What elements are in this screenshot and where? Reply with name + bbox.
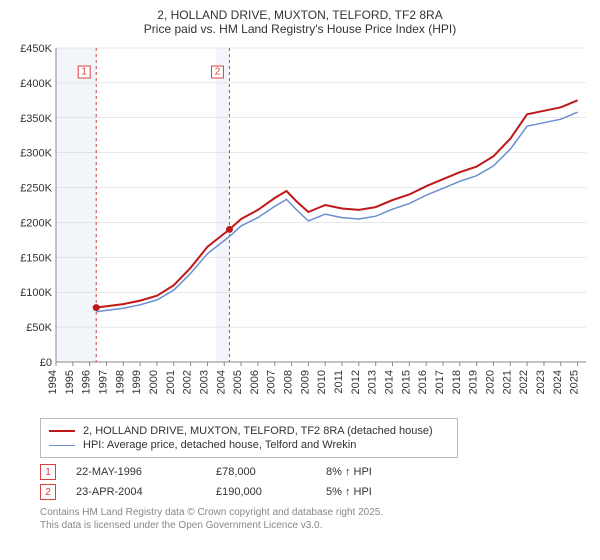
- svg-text:£100K: £100K: [20, 287, 52, 299]
- svg-text:2007: 2007: [266, 370, 278, 394]
- svg-text:2000: 2000: [148, 370, 160, 394]
- footer-line: This data is licensed under the Open Gov…: [40, 519, 592, 532]
- svg-text:2004: 2004: [215, 370, 227, 394]
- svg-text:2012: 2012: [350, 370, 362, 394]
- legend-swatch-blue: [49, 445, 75, 446]
- svg-text:2006: 2006: [249, 370, 261, 394]
- svg-text:2002: 2002: [182, 370, 194, 394]
- svg-text:£350K: £350K: [20, 113, 52, 125]
- svg-text:2013: 2013: [367, 370, 379, 394]
- footer-attribution: Contains HM Land Registry data © Crown c…: [40, 506, 592, 532]
- event-row: 1 22-MAY-1996 £78,000 8% ↑ HPI: [40, 464, 592, 480]
- chart-title-subtitle: Price paid vs. HM Land Registry's House …: [8, 22, 592, 36]
- event-marker-icon: 2: [40, 484, 56, 500]
- svg-text:£150K: £150K: [20, 252, 52, 264]
- svg-text:1995: 1995: [64, 370, 76, 394]
- event-row: 2 23-APR-2004 £190,000 5% ↑ HPI: [40, 484, 592, 500]
- event-date: 23-APR-2004: [76, 486, 196, 498]
- svg-text:2015: 2015: [400, 370, 412, 394]
- svg-text:2024: 2024: [552, 370, 564, 394]
- svg-text:2016: 2016: [417, 370, 429, 394]
- legend-item-hpi: HPI: Average price, detached house, Telf…: [49, 439, 449, 451]
- svg-text:1996: 1996: [81, 370, 93, 394]
- svg-text:£50K: £50K: [26, 322, 52, 334]
- svg-text:£300K: £300K: [20, 148, 52, 160]
- svg-text:£450K: £450K: [20, 43, 52, 55]
- svg-text:2025: 2025: [569, 370, 581, 394]
- event-price: £78,000: [216, 466, 306, 478]
- legend-label: 2, HOLLAND DRIVE, MUXTON, TELFORD, TF2 8…: [83, 425, 433, 437]
- legend: 2, HOLLAND DRIVE, MUXTON, TELFORD, TF2 8…: [40, 418, 458, 458]
- event-marker-icon: 1: [40, 464, 56, 480]
- svg-text:1998: 1998: [114, 370, 126, 394]
- svg-text:2014: 2014: [384, 370, 396, 394]
- svg-text:2010: 2010: [316, 370, 328, 394]
- svg-text:2019: 2019: [468, 370, 480, 394]
- svg-text:£400K: £400K: [20, 78, 52, 90]
- svg-text:2020: 2020: [484, 370, 496, 394]
- event-price: £190,000: [216, 486, 306, 498]
- svg-text:1999: 1999: [131, 370, 143, 394]
- legend-label: HPI: Average price, detached house, Telf…: [83, 439, 356, 451]
- svg-text:2023: 2023: [535, 370, 547, 394]
- line-chart-svg: £0 £50K £100K £150K £200K £250K £300K £350K £400…: [8, 42, 592, 412]
- chart-area: £0 £50K £100K £150K £200K £250K £300K £350K £400…: [8, 42, 592, 412]
- footer-line: Contains HM Land Registry data © Crown c…: [40, 506, 592, 519]
- svg-text:1: 1: [81, 67, 87, 78]
- svg-text:1997: 1997: [97, 370, 109, 394]
- svg-text:2: 2: [215, 67, 221, 78]
- svg-text:2009: 2009: [299, 370, 311, 394]
- svg-text:2005: 2005: [232, 370, 244, 394]
- svg-text:2003: 2003: [198, 370, 210, 394]
- chart-title-block: 2, HOLLAND DRIVE, MUXTON, TELFORD, TF2 8…: [8, 8, 592, 36]
- svg-text:2011: 2011: [333, 370, 345, 394]
- event-date: 22-MAY-1996: [76, 466, 196, 478]
- svg-text:£250K: £250K: [20, 183, 52, 195]
- svg-text:2022: 2022: [518, 370, 530, 394]
- legend-swatch-red: [49, 430, 75, 432]
- svg-text:2021: 2021: [501, 370, 513, 394]
- svg-text:2001: 2001: [165, 370, 177, 394]
- svg-text:1994: 1994: [47, 370, 59, 394]
- svg-text:2017: 2017: [434, 370, 446, 394]
- svg-text:2008: 2008: [283, 370, 295, 394]
- chart-title-address: 2, HOLLAND DRIVE, MUXTON, TELFORD, TF2 8…: [8, 8, 592, 22]
- event-pct: 8% ↑ HPI: [326, 466, 446, 478]
- event-pct: 5% ↑ HPI: [326, 486, 446, 498]
- svg-text:2018: 2018: [451, 370, 463, 394]
- svg-text:£0: £0: [40, 357, 52, 369]
- svg-text:£200K: £200K: [20, 217, 52, 229]
- legend-item-price-paid: 2, HOLLAND DRIVE, MUXTON, TELFORD, TF2 8…: [49, 425, 449, 437]
